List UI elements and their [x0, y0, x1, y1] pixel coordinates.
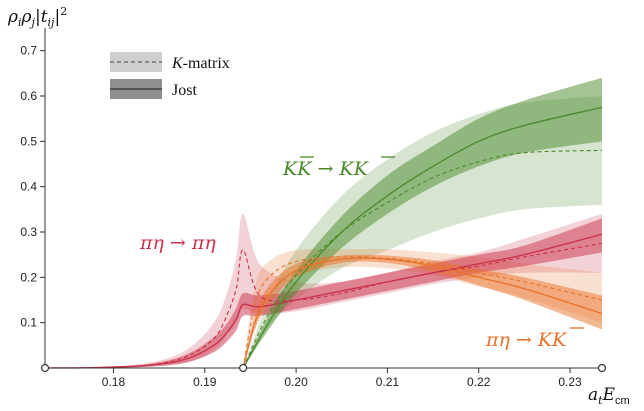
x-tick-label: 0.20 — [284, 375, 308, 389]
x-tick-label: 0.18 — [102, 375, 126, 389]
x-tick-label: 0.19 — [193, 375, 217, 389]
y-tick-label: 0.7 — [20, 44, 37, 58]
legend-jost-label: Jost — [172, 82, 197, 99]
annotation-pieta-kkbar: πη → KK — [485, 328, 584, 351]
y-tick-label: 0.6 — [20, 89, 37, 103]
y-tick-label: 0.3 — [20, 225, 37, 239]
legend: K-matrix Jost — [110, 52, 230, 99]
svg-text:πη → πη: πη → πη — [139, 232, 216, 254]
x-ticks: 0.18 0.19 0.20 0.21 0.22 0.23 — [102, 368, 582, 389]
axis-end-marker — [599, 365, 606, 372]
y-tick-label: 0.2 — [20, 270, 37, 284]
threshold-marker — [240, 365, 247, 372]
y-ticks: 0.1 0.2 0.3 0.4 0.5 0.6 0.7 — [20, 44, 45, 330]
annotation-pieta-pieta: πη → πη — [139, 232, 216, 254]
y-axis-label: ρiρj|tij|2 — [7, 5, 67, 29]
x-tick-label: 0.21 — [376, 375, 400, 389]
legend-kmatrix-label: K-matrix — [171, 55, 230, 72]
y-tick-label: 0.1 — [20, 316, 37, 330]
x-axis-label: atEcm — [588, 385, 630, 407]
threshold-marker — [42, 365, 49, 372]
svg-text:KK → KK: KK → KK — [282, 158, 370, 180]
svg-text:πη → KK: πη → KK — [485, 329, 568, 351]
y-tick-label: 0.5 — [20, 134, 37, 148]
x-tick-label: 0.22 — [467, 375, 491, 389]
y-tick-label: 0.4 — [20, 180, 37, 194]
x-tick-label: 0.23 — [558, 375, 582, 389]
uncertainty-bands — [45, 78, 602, 368]
